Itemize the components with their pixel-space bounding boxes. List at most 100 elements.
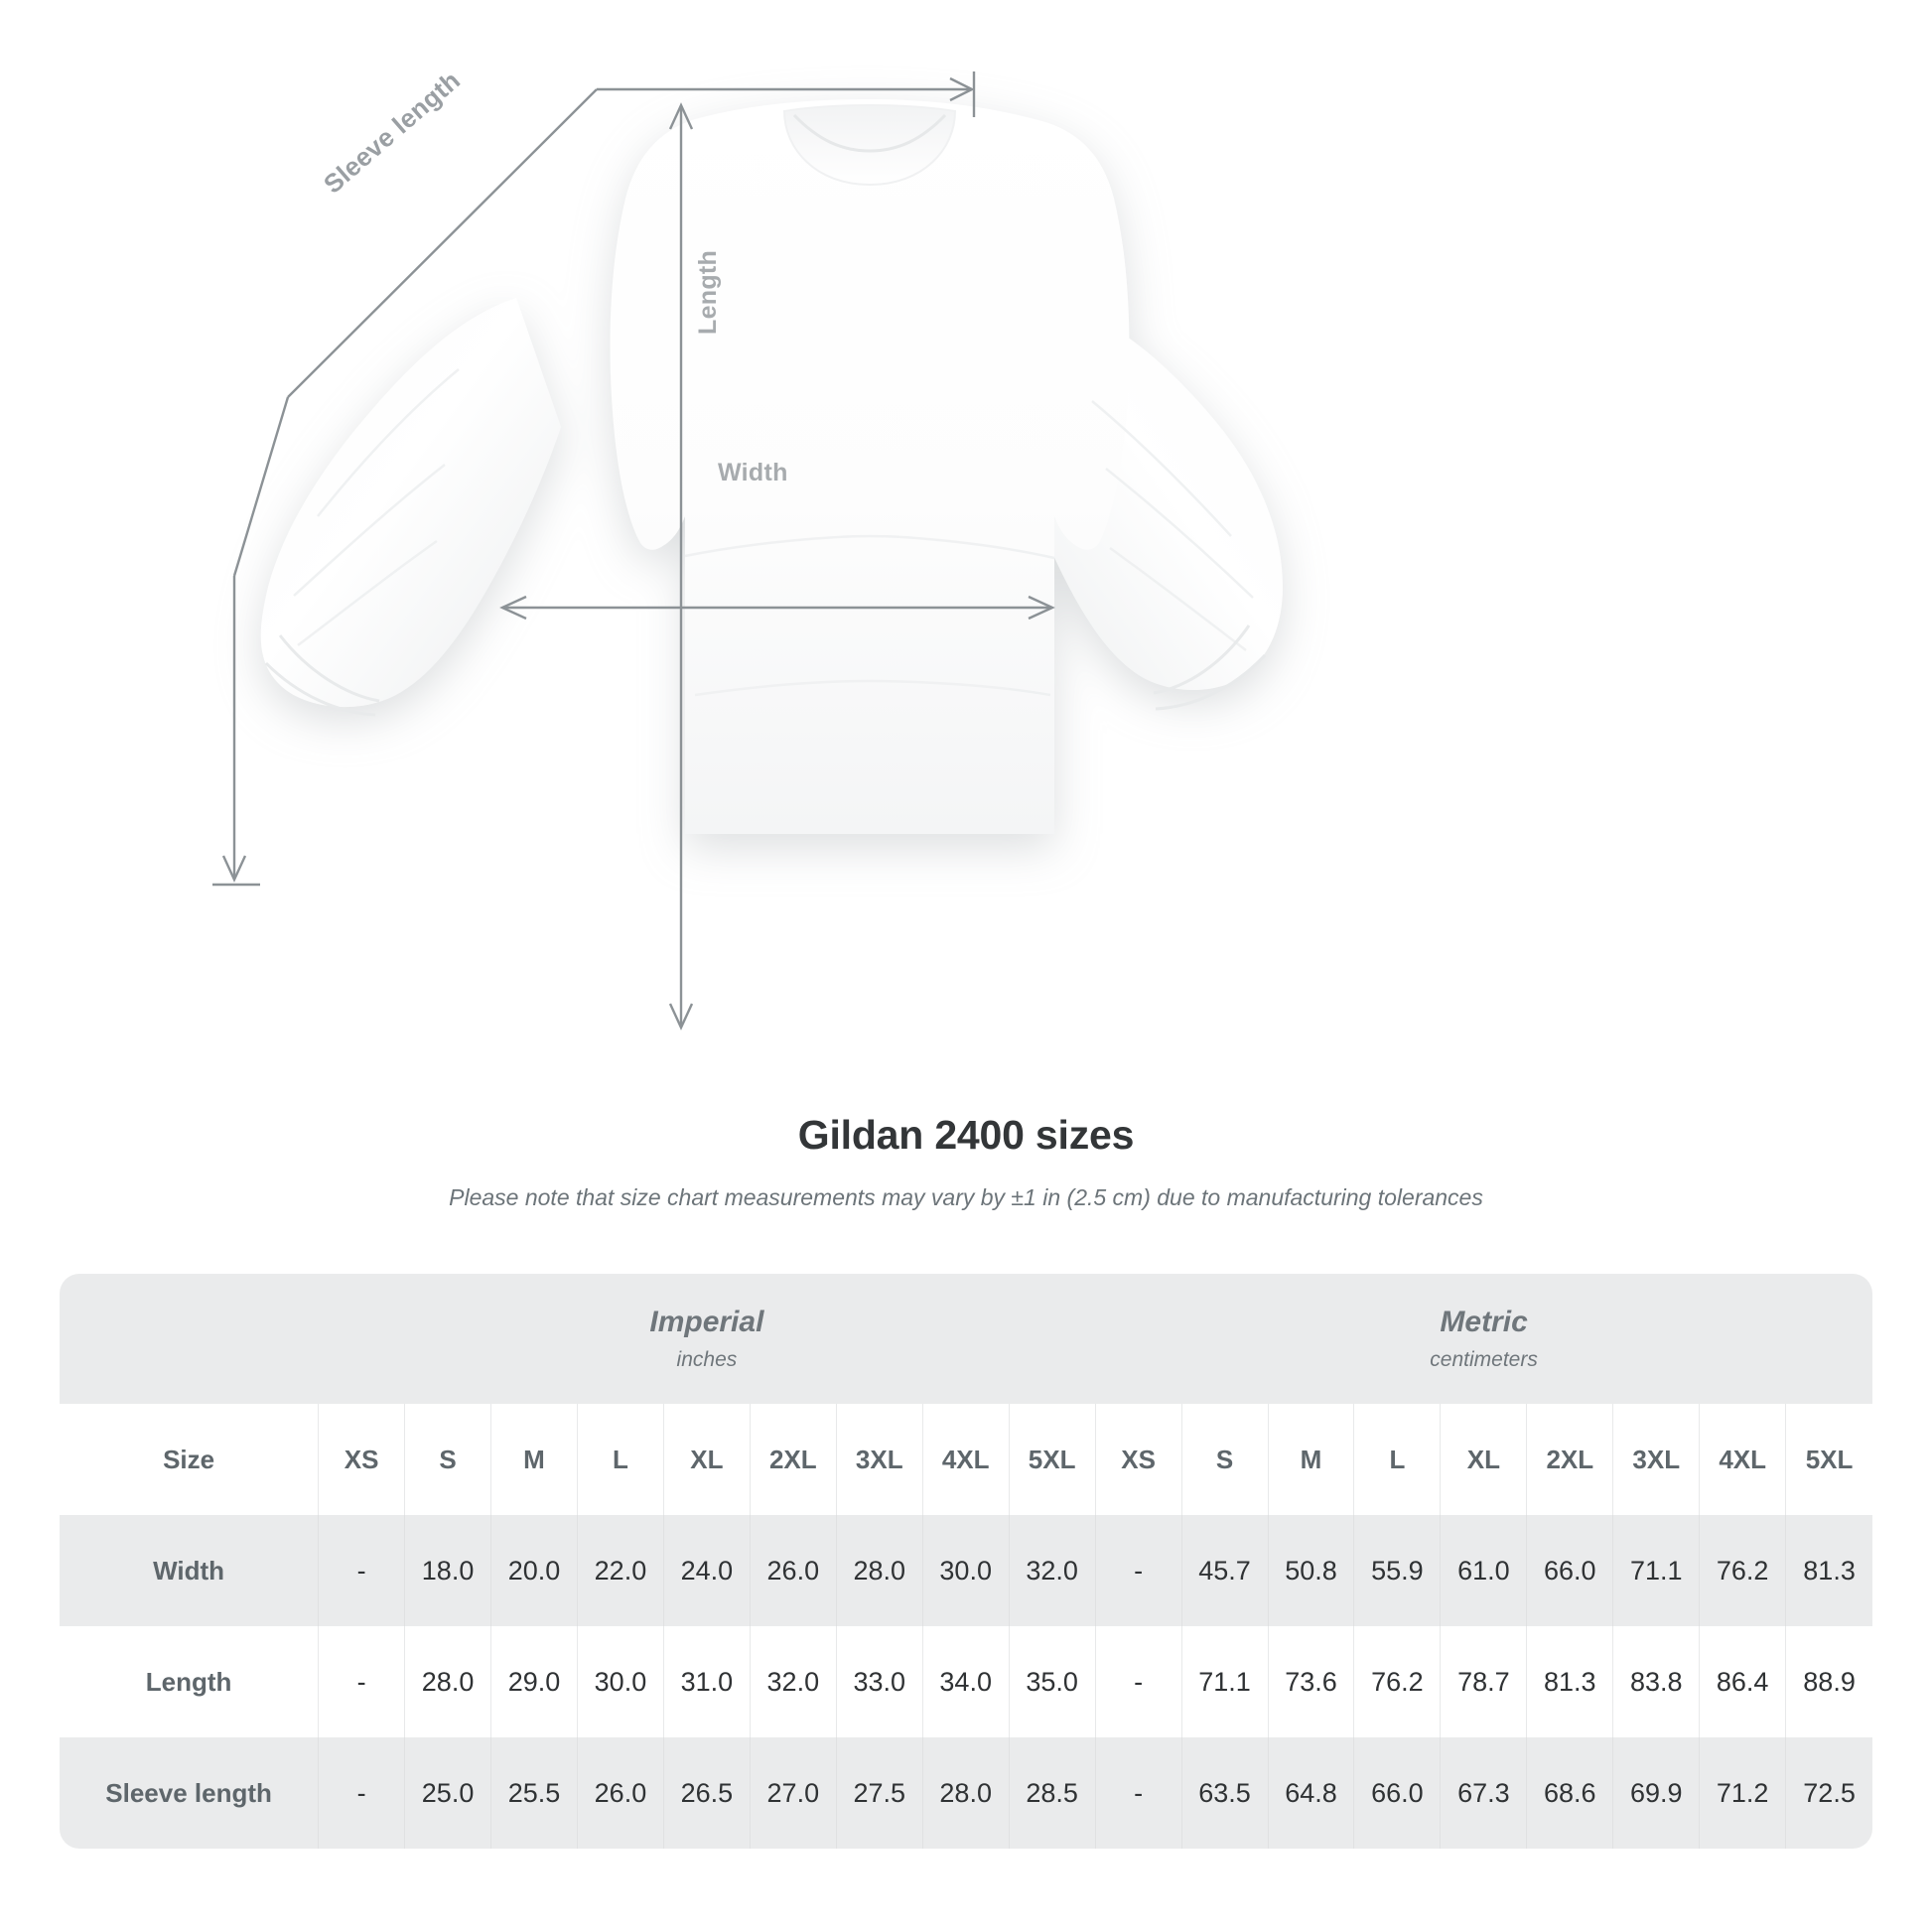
measurement-cell: -: [1094, 1737, 1182, 1849]
measurement-cell: 24.0: [662, 1515, 751, 1626]
measurement-cell: 76.2: [1699, 1515, 1786, 1626]
cuffs: [264, 624, 1267, 717]
measurement-cell: 35.0: [1008, 1626, 1096, 1737]
size-header-cell: L: [576, 1404, 664, 1515]
measurement-cell: 34.0: [921, 1626, 1010, 1737]
measurement-cell: 64.8: [1267, 1737, 1354, 1849]
measurement-cell: 71.1: [1180, 1626, 1269, 1737]
page-subtitle: Please note that size chart measurements…: [449, 1184, 1483, 1210]
measurement-cell: 73.6: [1267, 1626, 1354, 1737]
measurement-cell: 78.7: [1440, 1626, 1527, 1737]
table-row: Sleeve length -25.0 25.5 26.0 26.5 27.0 27.5 28…: [60, 1737, 1872, 1849]
measurement-cell: 20.0: [490, 1515, 578, 1626]
length-arrowhead-down: [668, 1003, 694, 1031]
measurement-cell: 29.0: [490, 1626, 578, 1737]
measurement-cell: 28.0: [835, 1515, 923, 1626]
measurement-cell: 32.0: [1008, 1515, 1096, 1626]
size-header-cell: 4XL: [1699, 1404, 1786, 1515]
measurement-row-label: Width: [60, 1515, 319, 1626]
measurement-cell: -: [1094, 1626, 1182, 1737]
measurement-cell: -: [318, 1626, 405, 1737]
sleeve-arrowhead-down: [221, 855, 247, 883]
measurement-cell: 28.5: [1008, 1737, 1096, 1849]
width-label: Width: [718, 459, 788, 486]
size-header-label: Size: [60, 1404, 319, 1515]
width-arrowhead-right: [1028, 595, 1055, 621]
unit-name-imperial: Imperial: [649, 1305, 764, 1338]
size-header-cell: 3XL: [1612, 1404, 1700, 1515]
measurement-cell: 31.0: [662, 1626, 751, 1737]
measurement-cell: 55.9: [1353, 1515, 1441, 1626]
size-header-cell: XS: [318, 1404, 405, 1515]
measurement-cell: 45.7: [1180, 1515, 1269, 1626]
unit-group-metric: Metric centimeters: [1095, 1274, 1872, 1404]
measurement-cell: -: [1094, 1515, 1182, 1626]
measurement-cell: 27.0: [749, 1737, 837, 1849]
unit-name-metric: Metric: [1440, 1305, 1528, 1338]
size-header-cell: 4XL: [921, 1404, 1010, 1515]
unit-banner-spacer: [60, 1274, 319, 1404]
measurement-cell: 22.0: [576, 1515, 664, 1626]
garment-illustration: Sleeve length Length Width: [212, 65, 1283, 1031]
measurement-cell: 50.8: [1267, 1515, 1354, 1626]
measurement-cell: 81.3: [1785, 1515, 1872, 1626]
measurement-cell: 66.0: [1526, 1515, 1613, 1626]
size-chart-table: Imperial inches Metric centimeters Size …: [60, 1274, 1872, 1849]
sleeve-diagonal-upper: [287, 88, 598, 398]
width-arrowhead-left: [499, 595, 527, 621]
size-header-cell: XL: [1440, 1404, 1527, 1515]
unit-banner-row: Imperial inches Metric centimeters: [60, 1274, 1872, 1404]
measurement-cell: 28.0: [404, 1626, 491, 1737]
measurement-cell: 76.2: [1353, 1626, 1441, 1737]
measurement-cell: 67.3: [1440, 1737, 1527, 1849]
fabric-folds: [293, 368, 1254, 697]
measurement-cell: 69.9: [1612, 1737, 1700, 1849]
measurement-cell: 26.0: [576, 1737, 664, 1849]
measurement-cell: 30.0: [576, 1626, 664, 1737]
sleeve-arrowhead-right: [949, 76, 975, 102]
length-arrowhead-up: [668, 102, 694, 130]
measurement-cell: 72.5: [1785, 1737, 1872, 1849]
measurement-cell: 83.8: [1612, 1626, 1700, 1737]
table-row: Width -18.0 20.0 22.0 24.0 26.0 28.0 30.0 32.0-4…: [60, 1515, 1872, 1626]
measurement-cell: 81.3: [1526, 1626, 1613, 1737]
length-label: Length: [694, 249, 722, 335]
measurement-cell: 86.4: [1699, 1626, 1786, 1737]
size-header-cell: 5XL: [1785, 1404, 1872, 1515]
measurement-cell: 25.0: [404, 1737, 491, 1849]
size-header-cell: 2XL: [749, 1404, 837, 1515]
measurement-cell: 88.9: [1785, 1626, 1872, 1737]
measurement-cell: -: [318, 1737, 405, 1849]
table-row: Length -28.0 29.0 30.0 31.0 32.0 33.0 34.0 35.0-…: [60, 1626, 1872, 1737]
measurement-row-label: Sleeve length: [60, 1737, 319, 1849]
size-header-cell: 5XL: [1008, 1404, 1096, 1515]
measurement-cell: 61.0: [1440, 1515, 1527, 1626]
measurement-cell: 66.0: [1353, 1737, 1441, 1849]
unit-sub-imperial: inches: [676, 1348, 738, 1372]
measurement-cell: 30.0: [921, 1515, 1010, 1626]
measurement-cell: 26.0: [749, 1515, 837, 1626]
measurement-lines: [212, 71, 1055, 1031]
measurement-cell: 18.0: [404, 1515, 491, 1626]
measurement-cell: -: [318, 1515, 405, 1626]
size-header-cell: M: [1267, 1404, 1354, 1515]
size-chart-table-wrapper: Imperial inches Metric centimeters Size …: [60, 1274, 1872, 1849]
size-header-cell: XL: [662, 1404, 751, 1515]
measurement-cell: 63.5: [1180, 1737, 1269, 1849]
size-header-cell: 3XL: [835, 1404, 923, 1515]
size-header-cell: M: [490, 1404, 578, 1515]
sleeve-diagonal-lower: [232, 396, 290, 577]
unit-sub-metric: centimeters: [1430, 1348, 1538, 1372]
page-title: Gildan 2400 sizes: [797, 1112, 1135, 1158]
measurement-cell: 25.5: [490, 1737, 578, 1849]
measurement-cell: 71.1: [1612, 1515, 1700, 1626]
measurement-cell: 33.0: [835, 1626, 923, 1737]
measurement-cell: 26.5: [662, 1737, 751, 1849]
measurement-row-label: Length: [60, 1626, 319, 1737]
size-header-cell: S: [404, 1404, 491, 1515]
shirt-body-shape: [260, 99, 1283, 834]
garment-svg: [212, 71, 1283, 1031]
measurement-cell: 71.2: [1699, 1737, 1786, 1849]
size-header-row: Size XS S M L XL 2XL 3XL 4XL 5XL XS S M L XL 2XL 3XL 4XL…: [60, 1404, 1872, 1515]
unit-group-imperial: Imperial inches: [318, 1274, 1096, 1404]
